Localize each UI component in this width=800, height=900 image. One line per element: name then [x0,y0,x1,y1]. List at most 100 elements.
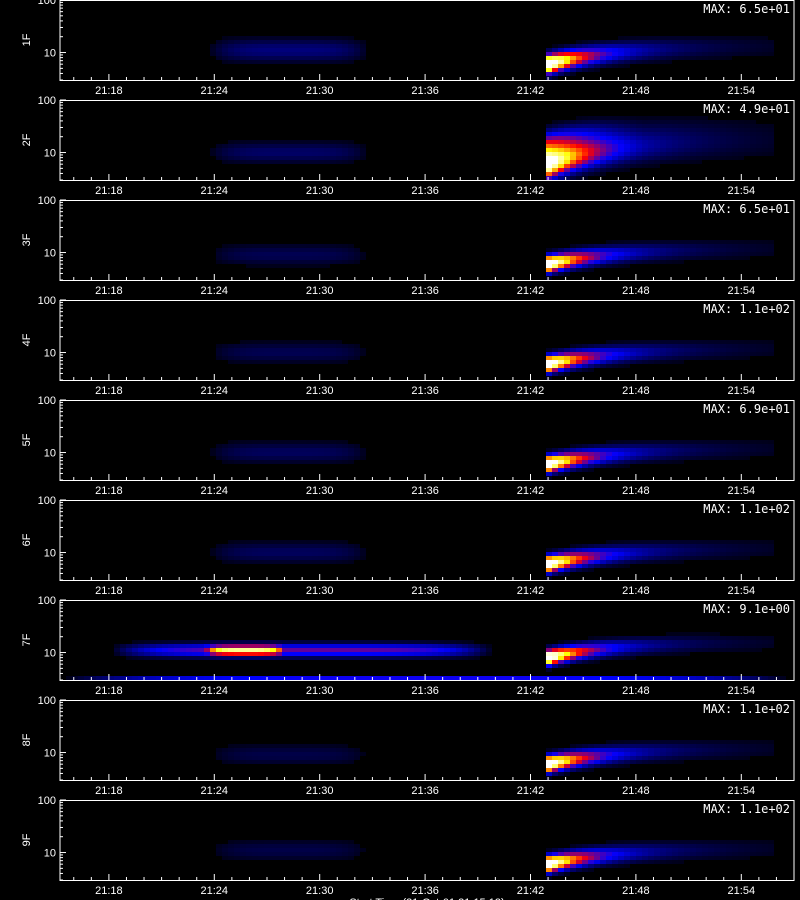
heatmap-cell [468,652,474,656]
heatmap-cell [252,644,258,648]
heatmap-cell [348,352,354,356]
heatmap-cell [354,248,360,252]
heatmap-cell [654,164,660,168]
heatmap-cell [276,44,282,48]
heatmap-cell [546,848,552,852]
heatmap-cell [282,356,288,360]
heatmap-cell [636,760,642,764]
heatmap-cell [660,124,666,128]
heatmap-cell [672,48,678,52]
heatmap-cell [222,252,228,256]
heatmap-cell [222,144,228,148]
heatmap-cell [636,456,642,460]
heatmap-cell [396,656,402,660]
heatmap-cell [270,648,276,652]
heatmap-cell [738,548,744,552]
heatmap-cell [768,128,774,132]
heatmap-cell [582,444,588,448]
heatmap-cell [576,844,582,848]
heatmap-cell [336,152,342,156]
heatmap-cell [738,144,744,148]
heatmap-cell [564,360,570,364]
heatmap-cell [618,252,624,256]
heatmap-cell [606,456,612,460]
heatmap-cell [546,856,552,860]
heatmap-cell [576,132,582,136]
heatmap-cell [720,544,726,548]
heatmap-cell [282,340,288,344]
heatmap-cell [588,852,594,856]
heatmap-cell [612,136,618,140]
heatmap-cell [312,556,318,560]
heatmap-cell [342,444,348,448]
heatmap-cell [312,352,318,356]
heatmap-cell [738,648,744,652]
heatmap-cell [594,356,600,360]
heatmap-cell [684,840,690,844]
heatmap-cell [342,152,348,156]
heatmap-cell [342,752,348,756]
heatmap-cell [702,856,708,860]
heatmap-cell [672,156,678,160]
heatmap-cell [348,256,354,260]
heatmap-cell [624,652,630,656]
heatmap-cells [210,36,774,80]
panel-label: 6F [21,533,33,546]
heatmap-cell [690,440,696,444]
heatmap-cell [594,352,600,356]
heatmap-cell [642,452,648,456]
heatmap-cell [282,248,288,252]
heatmap-cell [570,652,576,656]
heatmap-cell [582,676,588,680]
heatmap-cell [648,360,654,364]
heatmap-cell [294,544,300,548]
heatmap-cell [708,136,714,140]
heatmap-cell [288,640,294,644]
heatmap-cell [780,676,786,680]
heatmap-cell [708,56,714,60]
heatmap-cell [468,640,474,644]
heatmap-cell [696,848,702,852]
heatmap-cell [576,748,582,752]
heatmap-cell [570,544,576,548]
panel-label: 4F [21,333,33,346]
heatmap-cell [234,544,240,548]
heatmap-cell [696,648,702,652]
heatmap-cell [636,148,642,152]
heatmap-cell [606,128,612,132]
heatmap-cell [702,840,708,844]
heatmap-cell [732,120,738,124]
heatmap-cell [582,152,588,156]
heatmap-cell [456,656,462,660]
heatmap-cell [546,72,552,76]
heatmap-cell [258,840,264,844]
heatmap-cell [330,348,336,352]
heatmap-cell [360,556,366,560]
heatmap-cell [150,676,156,680]
heatmap-cell [648,552,654,556]
heatmap-cell [576,360,582,364]
heatmap-cell [282,756,288,760]
heatmap-cell [678,356,684,360]
heatmap-cell [384,640,390,644]
heatmap-cell [276,556,282,560]
heatmap-cell [618,452,624,456]
heatmap-cell [264,48,270,52]
heatmap-cell [228,752,234,756]
heatmap-cell [252,540,258,544]
heatmap-cell [552,460,558,464]
heatmap-cell [606,40,612,44]
heatmap-cell [306,456,312,460]
heatmap-cell [300,244,306,248]
heatmap-cell [594,348,600,352]
heatmap-cell [618,244,624,248]
heatmap-cell [558,372,564,376]
heatmap-cell [678,340,684,344]
heatmap-cell [582,256,588,260]
heatmap-cell [666,44,672,48]
heatmap-cell [750,540,756,544]
heatmap-cell [246,48,252,52]
heatmap-cell [144,656,150,660]
